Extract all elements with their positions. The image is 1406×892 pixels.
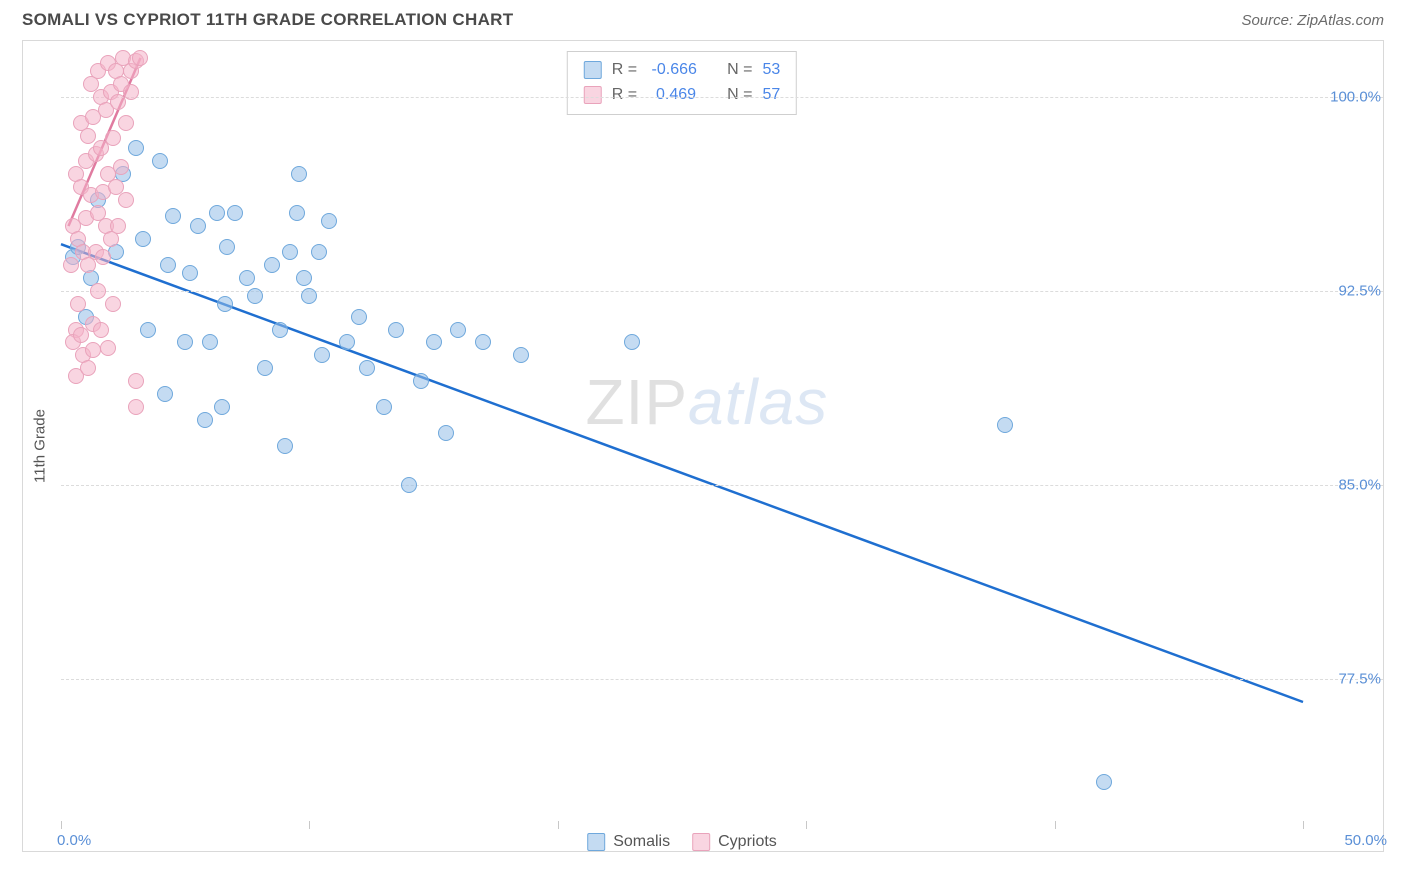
legend-swatch bbox=[692, 833, 710, 851]
chart-title: SOMALI VS CYPRIOT 11TH GRADE CORRELATION… bbox=[22, 10, 513, 30]
x-tick bbox=[558, 821, 559, 829]
scatter-point bbox=[95, 249, 111, 265]
y-tick-label: 92.5% bbox=[1338, 282, 1381, 299]
scatter-point bbox=[63, 257, 79, 273]
y-tick-label: 85.0% bbox=[1338, 476, 1381, 493]
scatter-point bbox=[1096, 774, 1112, 790]
scatter-point bbox=[140, 322, 156, 338]
scatter-point bbox=[376, 399, 392, 415]
plot-area: ZIPatlas R = -0.666N =53R = 0.469N =57 0… bbox=[61, 45, 1303, 821]
scatter-point bbox=[105, 130, 121, 146]
trend-lines bbox=[61, 45, 1303, 821]
scatter-point bbox=[227, 205, 243, 221]
scatter-point bbox=[85, 342, 101, 358]
scatter-point bbox=[314, 347, 330, 363]
scatter-point bbox=[257, 360, 273, 376]
scatter-point bbox=[426, 334, 442, 350]
trend-line bbox=[61, 244, 1303, 702]
scatter-point bbox=[217, 296, 233, 312]
chart-container: 11th Grade ZIPatlas R = -0.666N =53R = 0… bbox=[22, 40, 1384, 852]
scatter-point bbox=[272, 322, 288, 338]
series-legend-item: Somalis bbox=[587, 833, 670, 851]
series-legend-label: Cypriots bbox=[718, 833, 777, 851]
gridline bbox=[61, 679, 1383, 680]
x-tick bbox=[61, 821, 62, 829]
gridline bbox=[61, 485, 1383, 486]
scatter-point bbox=[401, 477, 417, 493]
scatter-point bbox=[135, 231, 151, 247]
scatter-point bbox=[997, 417, 1013, 433]
scatter-point bbox=[160, 257, 176, 273]
series-legend: Somalis Cypriots bbox=[587, 833, 777, 851]
scatter-point bbox=[289, 205, 305, 221]
x-max-label: 50.0% bbox=[1344, 832, 1387, 849]
scatter-point bbox=[113, 159, 129, 175]
scatter-point bbox=[219, 239, 235, 255]
scatter-point bbox=[351, 309, 367, 325]
scatter-point bbox=[438, 425, 454, 441]
scatter-point bbox=[247, 288, 263, 304]
scatter-point bbox=[152, 153, 168, 169]
scatter-point bbox=[105, 296, 121, 312]
x-min-label: 0.0% bbox=[57, 832, 91, 849]
scatter-point bbox=[80, 128, 96, 144]
scatter-point bbox=[291, 166, 307, 182]
source-label: Source: ZipAtlas.com bbox=[1241, 12, 1384, 29]
scatter-point bbox=[475, 334, 491, 350]
scatter-point bbox=[239, 270, 255, 286]
scatter-point bbox=[301, 288, 317, 304]
scatter-point bbox=[413, 373, 429, 389]
chart-header: SOMALI VS CYPRIOT 11TH GRADE CORRELATION… bbox=[0, 0, 1406, 34]
y-tick-label: 77.5% bbox=[1338, 670, 1381, 687]
scatter-point bbox=[110, 218, 126, 234]
scatter-point bbox=[90, 283, 106, 299]
x-tick bbox=[1303, 821, 1304, 829]
scatter-point bbox=[277, 438, 293, 454]
scatter-point bbox=[80, 360, 96, 376]
scatter-point bbox=[388, 322, 404, 338]
scatter-point bbox=[296, 270, 312, 286]
scatter-point bbox=[311, 244, 327, 260]
scatter-point bbox=[190, 218, 206, 234]
scatter-point bbox=[214, 399, 230, 415]
scatter-point bbox=[202, 334, 218, 350]
scatter-point bbox=[359, 360, 375, 376]
scatter-point bbox=[182, 265, 198, 281]
series-legend-label: Somalis bbox=[613, 833, 670, 851]
scatter-point bbox=[157, 386, 173, 402]
scatter-point bbox=[73, 327, 89, 343]
scatter-point bbox=[128, 140, 144, 156]
x-tick bbox=[1055, 821, 1056, 829]
scatter-point bbox=[177, 334, 193, 350]
series-legend-item: Cypriots bbox=[692, 833, 777, 851]
scatter-point bbox=[282, 244, 298, 260]
scatter-point bbox=[93, 322, 109, 338]
scatter-point bbox=[264, 257, 280, 273]
scatter-point bbox=[70, 296, 86, 312]
x-tick bbox=[806, 821, 807, 829]
scatter-point bbox=[123, 84, 139, 100]
scatter-point bbox=[197, 412, 213, 428]
scatter-point bbox=[450, 322, 466, 338]
scatter-point bbox=[339, 334, 355, 350]
scatter-point bbox=[321, 213, 337, 229]
scatter-point bbox=[624, 334, 640, 350]
gridline bbox=[61, 97, 1383, 98]
x-tick bbox=[309, 821, 310, 829]
scatter-point bbox=[209, 205, 225, 221]
scatter-point bbox=[118, 192, 134, 208]
scatter-point bbox=[165, 208, 181, 224]
legend-swatch bbox=[587, 833, 605, 851]
scatter-point bbox=[118, 115, 134, 131]
scatter-point bbox=[132, 50, 148, 66]
scatter-point bbox=[100, 340, 116, 356]
scatter-point bbox=[513, 347, 529, 363]
y-axis-label: 11th Grade bbox=[31, 409, 48, 483]
y-tick-label: 100.0% bbox=[1330, 88, 1381, 105]
scatter-point bbox=[128, 373, 144, 389]
scatter-point bbox=[128, 399, 144, 415]
